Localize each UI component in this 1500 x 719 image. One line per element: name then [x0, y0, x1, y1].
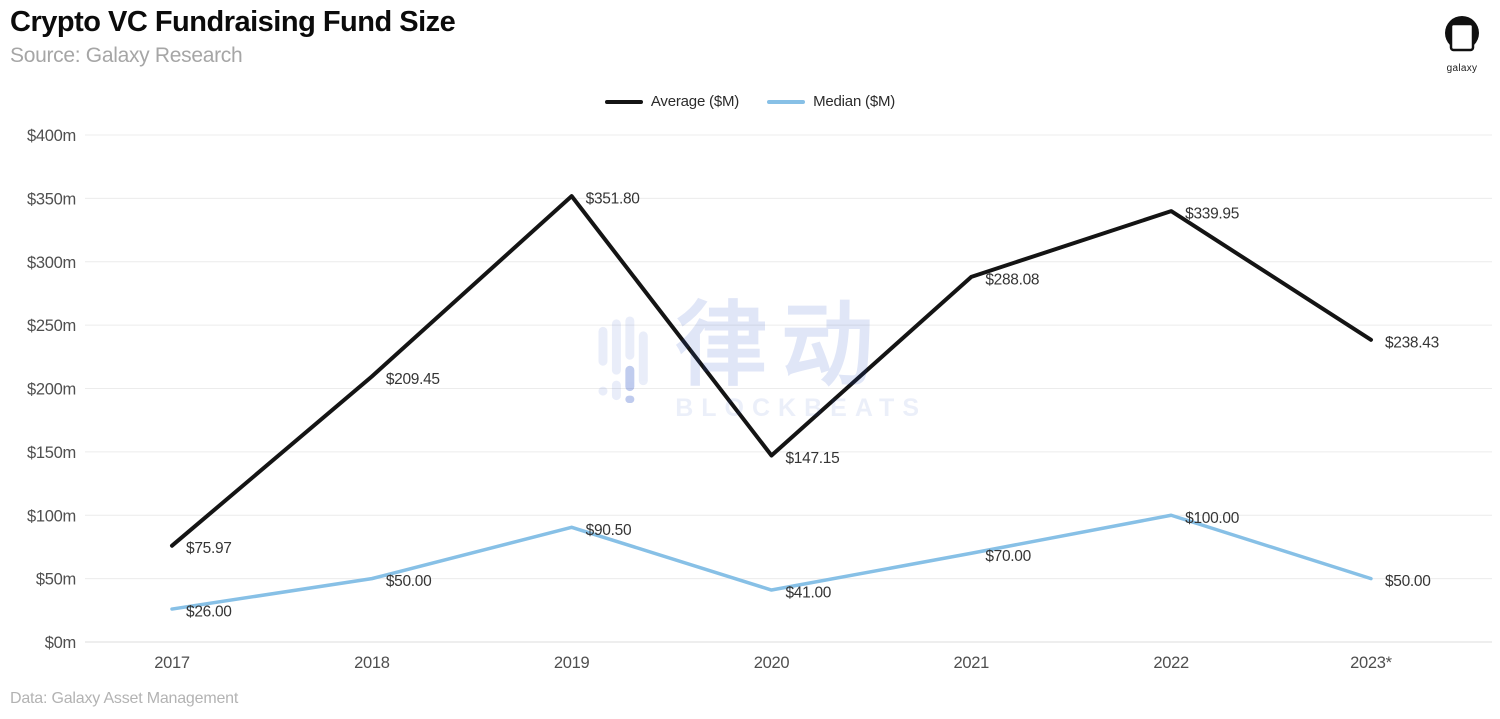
y-tick-label: $400m: [27, 127, 76, 145]
legend-label-median: Median ($M): [813, 93, 896, 110]
galaxy-logo-label: galaxy: [1446, 63, 1478, 74]
y-tick-label: $0m: [45, 634, 76, 652]
point-label: $147.15: [785, 450, 839, 467]
galaxy-logo-icon: [1445, 16, 1479, 52]
x-tick-label: 2021: [954, 654, 990, 672]
legend-item-average: Average ($M): [604, 93, 740, 110]
y-tick-label: $50m: [36, 571, 76, 589]
x-tick-label: 2017: [154, 654, 190, 672]
point-label: $50.00: [386, 573, 432, 590]
legend-item-median: Median ($M): [767, 93, 895, 110]
data-source-note: Data: Galaxy Asset Management: [10, 690, 239, 707]
x-tick-label: 2018: [354, 654, 390, 672]
legend-label-average: Average ($M): [650, 93, 740, 110]
x-tick-label: 2022: [1153, 654, 1189, 672]
y-tick-label: $300m: [27, 254, 76, 272]
point-label: $209.45: [386, 371, 440, 388]
y-tick-label: $200m: [27, 381, 76, 399]
point-label: $288.08: [985, 271, 1039, 288]
point-label: $100.00: [1185, 510, 1240, 527]
series-line-median: [170, 513, 1373, 611]
chart-legend: Average ($M) Median ($M): [0, 93, 1500, 110]
x-tick-label: 2023*: [1350, 654, 1393, 672]
y-tick-label: $350m: [27, 190, 76, 208]
y-tick-label: $100m: [27, 507, 76, 525]
point-label: $26.00: [186, 604, 232, 621]
series-line-average: [170, 194, 1373, 548]
y-tick-label: $250m: [27, 317, 76, 335]
point-label: $238.43: [1385, 334, 1439, 351]
average-line-swatch: [604, 99, 643, 104]
point-label: $339.95: [1185, 206, 1239, 223]
x-tick-label: 2020: [754, 654, 790, 672]
point-label: $90.50: [586, 522, 632, 539]
point-label: $41.00: [785, 585, 831, 602]
median-line-swatch: [767, 99, 806, 104]
x-tick-label: 2019: [554, 654, 590, 672]
point-label: $70.00: [985, 548, 1031, 565]
page-title: Crypto VC Fundraising Fund Size: [10, 6, 456, 38]
point-label: $50.00: [1385, 573, 1431, 590]
point-label: $75.97: [186, 540, 232, 557]
galaxy-logo: galaxy: [1432, 14, 1492, 74]
point-label: $351.80: [586, 191, 641, 208]
page-subtitle: Source: Galaxy Research: [10, 44, 243, 67]
y-tick-label: $150m: [27, 444, 76, 462]
